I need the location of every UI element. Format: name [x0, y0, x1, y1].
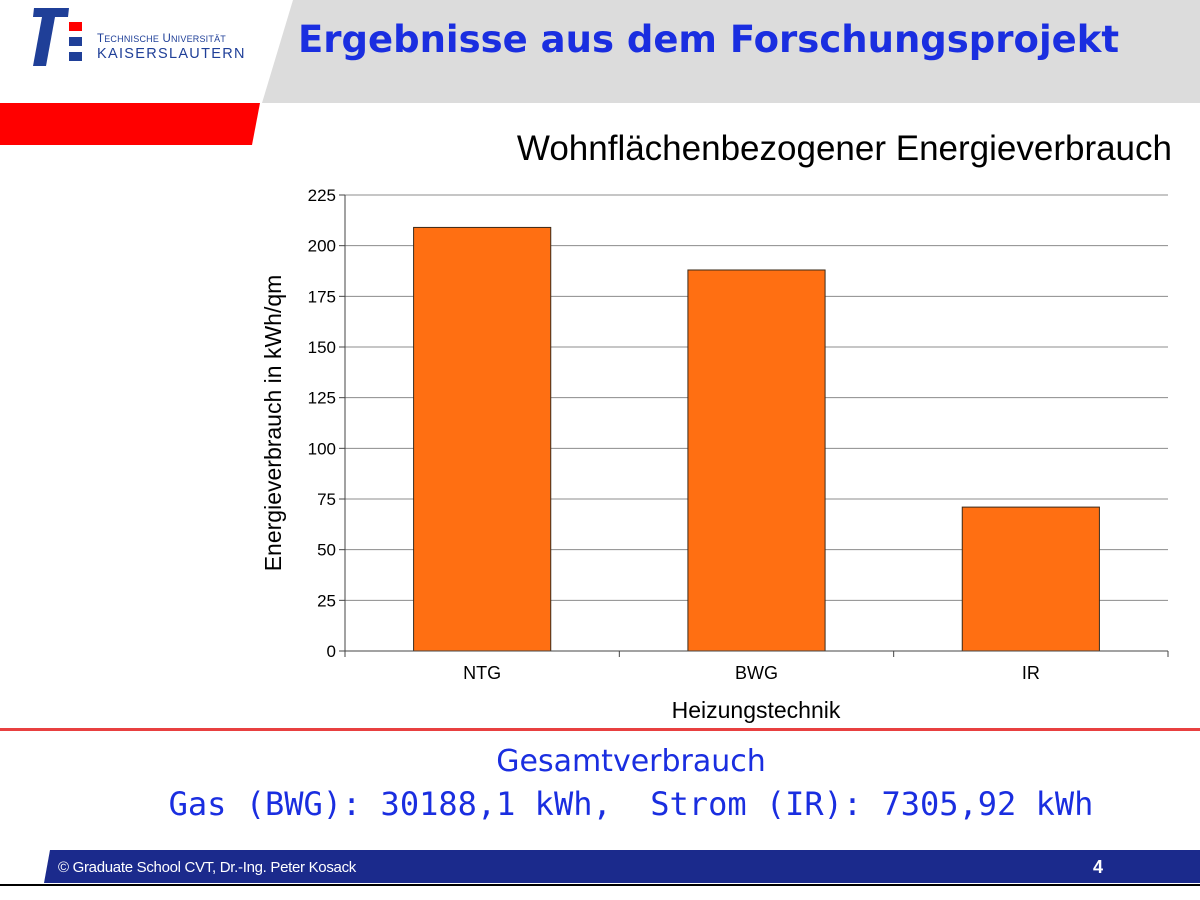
axes: [344, 195, 1169, 657]
university-logo: TECHNISCHE UNIVERSITÄT KAISERSLAUTERN: [25, 8, 265, 68]
x-tick-labels: NTG BWG IR: [463, 663, 1040, 683]
tu-logo-icon: [33, 8, 82, 66]
logo-text: TECHNISCHE UNIVERSITÄT KAISERSLAUTERN: [97, 32, 246, 62]
y-tick-label: 125: [308, 389, 336, 408]
x-axis-label: Heizungstechnik: [672, 697, 841, 723]
bottom-rule: [0, 884, 1200, 886]
y-tick-label: 0: [327, 642, 336, 661]
y-tick-label: 50: [317, 541, 336, 560]
y-tick-label: 200: [308, 237, 336, 256]
footer-bar: [44, 850, 1200, 883]
logo-line-1: TECHNISCHE UNIVERSITÄT: [97, 32, 246, 47]
y-axis-label: Energieverbrauch in kWh/qm: [260, 275, 286, 572]
bar-bwg: [687, 269, 826, 652]
x-tick-label: IR: [1022, 663, 1040, 683]
y-tick-label: 225: [308, 186, 336, 205]
y-tick-label: 75: [317, 490, 336, 509]
bar-ir: [961, 506, 1100, 652]
chart-title: Wohnflächenbezogener Energieverbrauch: [517, 129, 1172, 168]
bars: [413, 226, 1100, 652]
bar-ntg: [413, 226, 552, 652]
y-tick-labels: 0 25 50 75 100 125 150 175 200 225: [308, 186, 336, 661]
red-accent-bar: [0, 103, 260, 145]
x-tick-label: NTG: [463, 663, 501, 683]
slide-title: Ergebnisse aus dem Forschungsprojekt: [298, 18, 1120, 61]
summary-title: Gesamtverbrauch: [496, 744, 766, 779]
x-tick-label: BWG: [735, 663, 778, 683]
logo-line-2: KAISERSLAUTERN: [97, 46, 246, 62]
summary-consumption: Gas (BWG): 30188,1 kWh, Strom (IR): 7305…: [168, 785, 1094, 823]
page-number: 4: [1093, 857, 1104, 877]
y-tick-label: 100: [308, 439, 336, 458]
footer-copyright: © Graduate School CVT, Dr.-Ing. Peter Ko…: [58, 859, 356, 876]
y-tick-label: 25: [317, 591, 336, 610]
bar-chart: 0 25 50 75 100 125 150 175 200 225 NTG BWG IR Wohnf…: [260, 129, 1172, 723]
logo-line1-text: TECHNISCHE UNIVERSITÄT: [97, 33, 226, 45]
y-tick-label: 175: [308, 287, 336, 306]
y-tick-label: 150: [308, 338, 336, 357]
header-band: [255, 0, 1200, 103]
divider-line: [0, 728, 1200, 731]
